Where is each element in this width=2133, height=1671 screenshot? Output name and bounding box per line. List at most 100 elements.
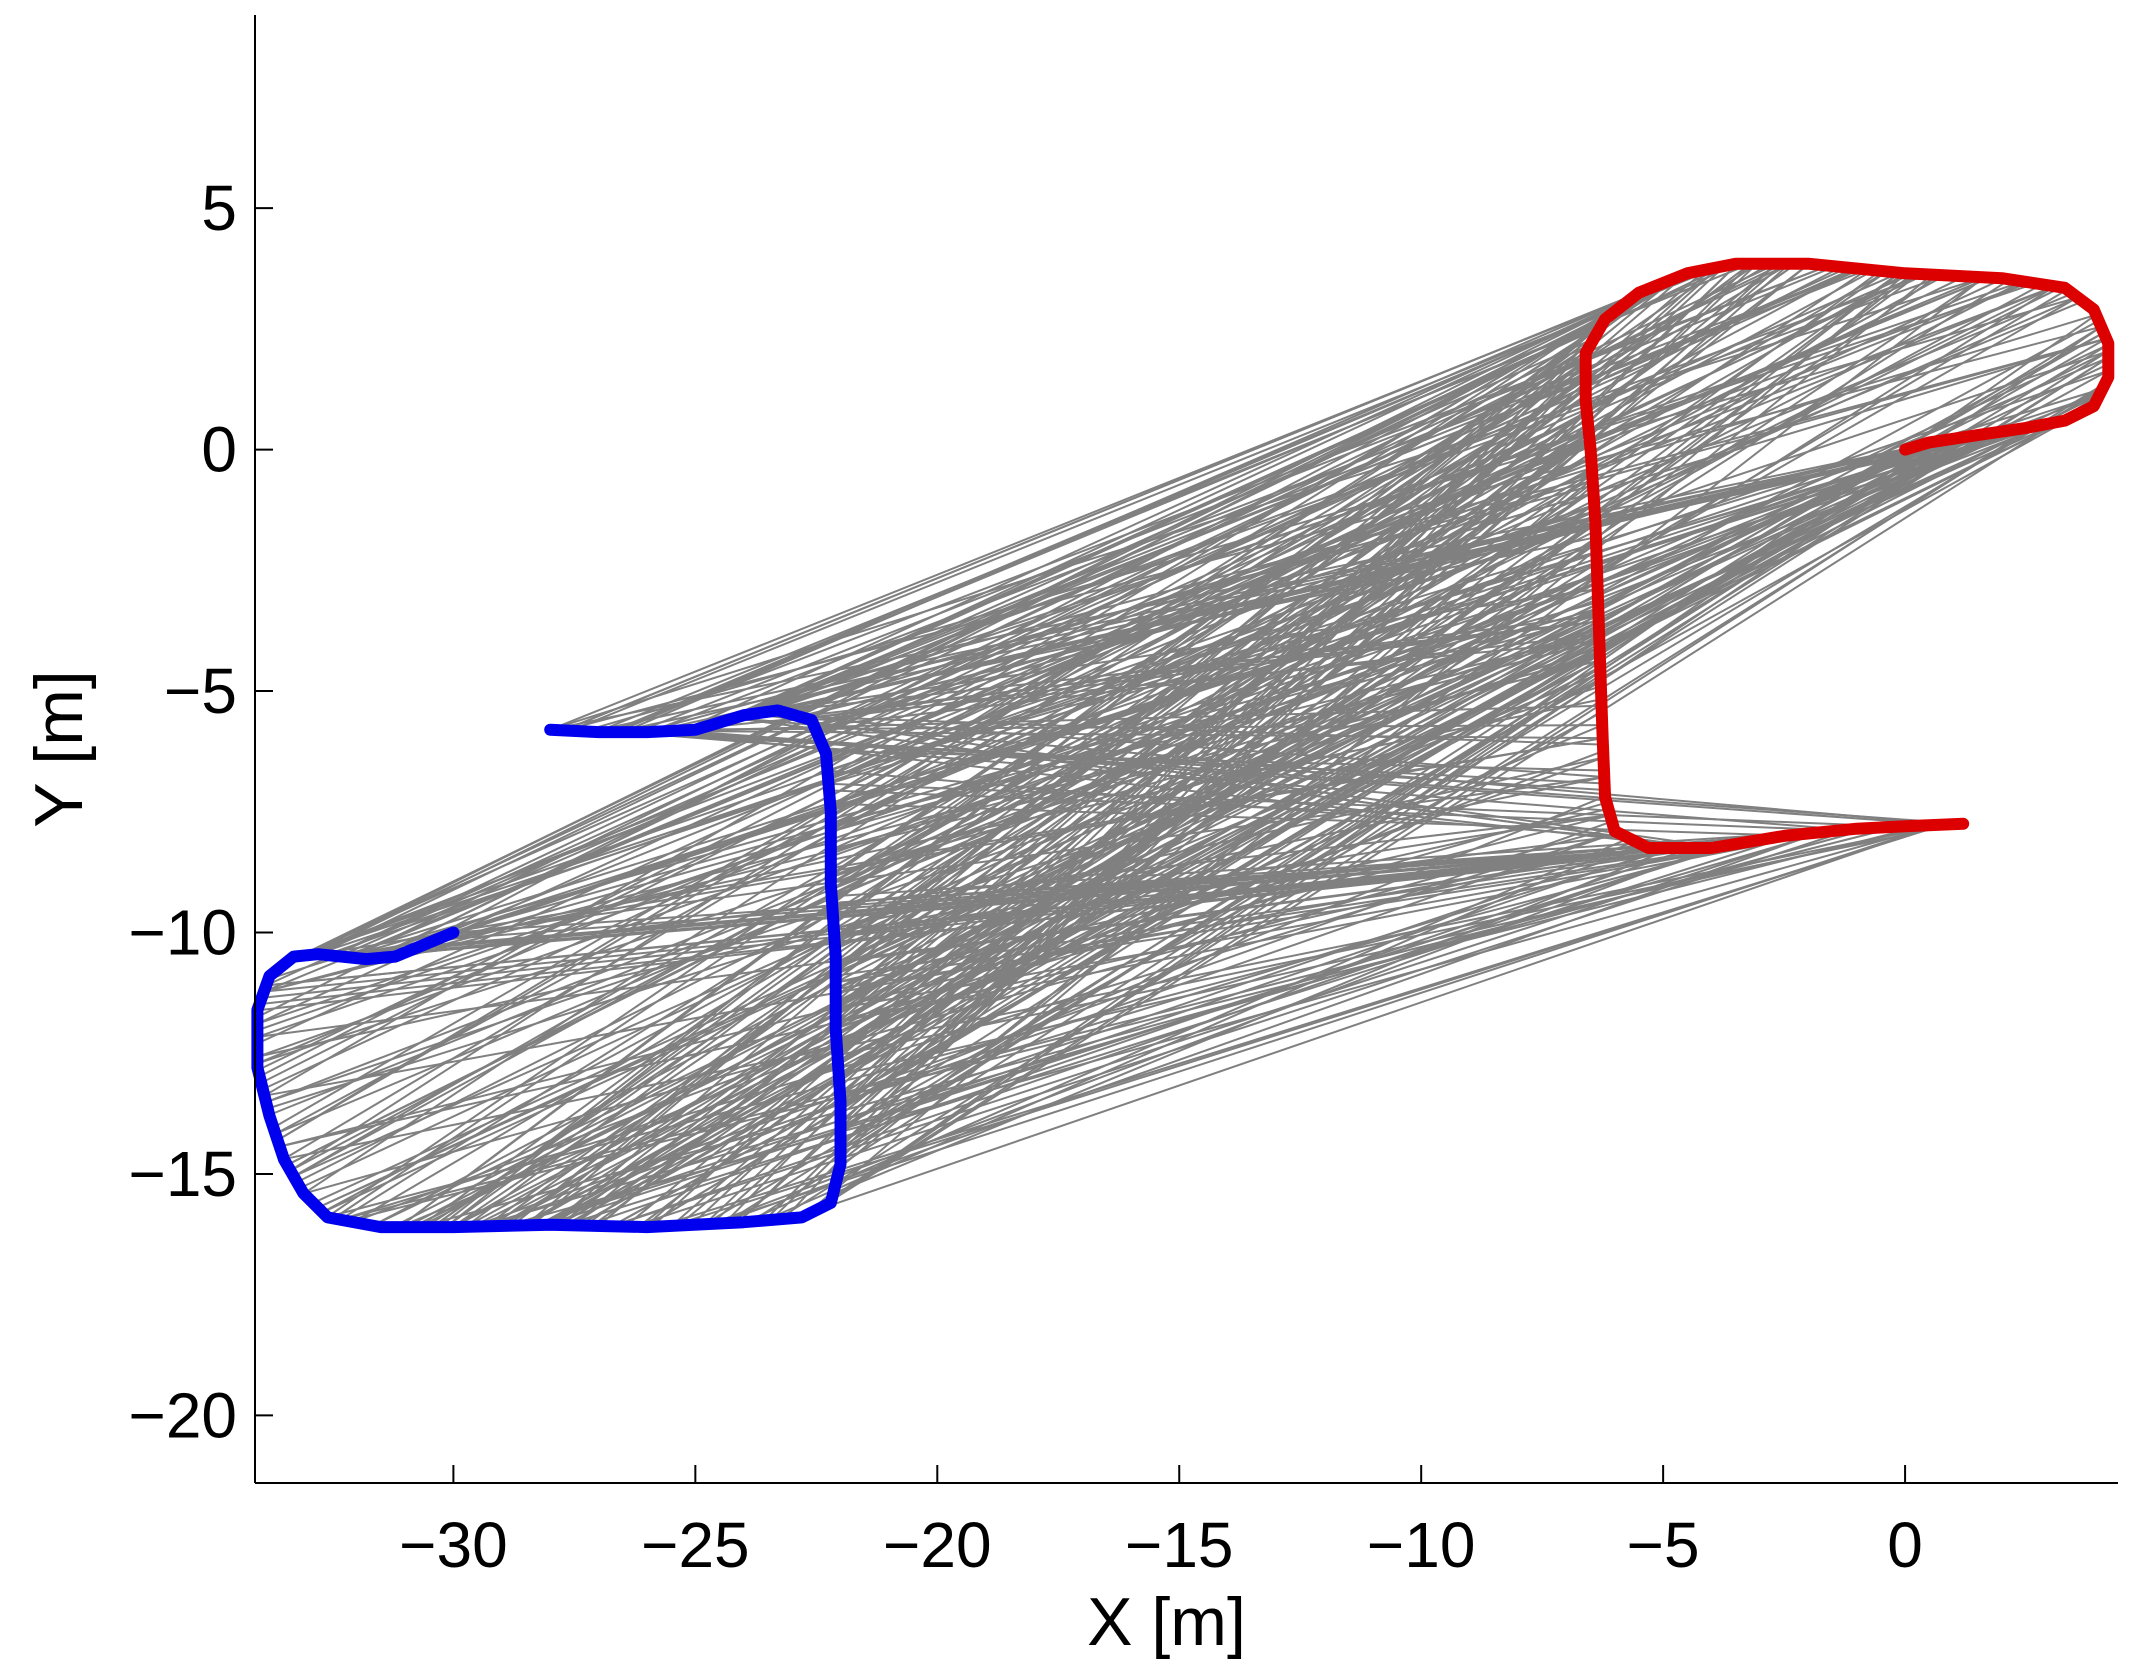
correspondence-line bbox=[649, 268, 1862, 733]
correspondence-line bbox=[259, 843, 1731, 1006]
correspondence-line bbox=[257, 847, 1699, 1038]
correspondence-line bbox=[332, 262, 1758, 1220]
correspondence-line bbox=[814, 633, 1600, 728]
correspondence-line bbox=[511, 277, 1676, 1227]
blue-trajectory-line bbox=[251, 704, 847, 1234]
correspondence-line bbox=[504, 523, 1597, 1227]
correspondence-line bbox=[840, 711, 1603, 1129]
correspondence-line bbox=[766, 435, 1969, 713]
correspondence-line bbox=[836, 285, 2056, 1057]
correspondence-line bbox=[298, 285, 2056, 958]
correspondence-line bbox=[839, 361, 1587, 1149]
correspondence-line bbox=[690, 265, 1726, 1226]
correspondence-line bbox=[292, 829, 1840, 959]
correspondence-line bbox=[445, 262, 1797, 1228]
y-tick-label: −5 bbox=[164, 655, 237, 727]
correspondence-line bbox=[531, 845, 1647, 1227]
correspondence-line bbox=[257, 435, 1969, 1032]
correspondence-line bbox=[303, 826, 1615, 1195]
correspondence-line bbox=[834, 430, 2002, 944]
correspondence-line bbox=[835, 807, 1609, 984]
x-tick-label: −15 bbox=[1125, 1509, 1234, 1581]
correspondence-line bbox=[624, 262, 1810, 1228]
correspondence-line bbox=[702, 419, 2065, 729]
x-tick-label: −5 bbox=[1627, 1509, 1700, 1581]
correspondence-line bbox=[538, 369, 2109, 1226]
correspondence-line bbox=[498, 288, 2068, 1227]
correspondence-line bbox=[798, 431, 1995, 718]
axes bbox=[254, 15, 2118, 1484]
correspondence-line bbox=[611, 846, 1718, 1228]
correspondence-line bbox=[840, 847, 1673, 1103]
correspondence-line bbox=[711, 823, 1938, 1225]
correspondence-line bbox=[724, 356, 2109, 1225]
correspondence-line bbox=[351, 262, 1784, 959]
correspondence-line bbox=[727, 326, 1601, 721]
correspondence-line bbox=[710, 262, 1791, 1225]
correspondence-line bbox=[550, 728, 1605, 785]
correspondence-line bbox=[723, 332, 1598, 1224]
y-tick-label: −15 bbox=[128, 1138, 237, 1210]
correspondence-line bbox=[717, 831, 1821, 1225]
correspondence-line bbox=[556, 729, 1603, 740]
correspondence-line bbox=[839, 665, 1601, 1156]
correspondence-line bbox=[831, 826, 1879, 898]
correspondence-line bbox=[835, 830, 1834, 1024]
correspondence-lines bbox=[256, 262, 2109, 1229]
correspondence-line bbox=[644, 267, 1713, 1228]
correspondence-line bbox=[257, 575, 1598, 1038]
x-tick-label: −30 bbox=[399, 1509, 508, 1581]
correspondence-line bbox=[830, 270, 1888, 884]
correspondence-line bbox=[293, 274, 1946, 1178]
correspondence-line bbox=[830, 432, 1989, 878]
correspondence-line bbox=[835, 834, 1789, 977]
correspondence-line bbox=[611, 831, 1821, 1228]
correspondence-line bbox=[710, 847, 1712, 1225]
correspondence-line bbox=[296, 529, 1597, 1184]
correspondence-line bbox=[777, 382, 2106, 1221]
x-tick-label: 0 bbox=[1887, 1509, 1923, 1581]
correspondence-line bbox=[815, 393, 2101, 1212]
trajectory-series bbox=[251, 257, 2115, 1234]
y-tick-label: −10 bbox=[128, 897, 237, 969]
y-axis-label: Y [m] bbox=[21, 670, 97, 827]
correspondence-line bbox=[325, 510, 1596, 956]
correspondence-line bbox=[268, 437, 1957, 1116]
correspondence-line bbox=[571, 276, 1985, 1227]
correspondence-line bbox=[839, 343, 1592, 1109]
correspondence-line bbox=[828, 431, 1995, 785]
correspondence-line bbox=[511, 374, 1587, 1227]
y-tick-label: −20 bbox=[128, 1379, 237, 1451]
correspondence-line bbox=[839, 350, 2109, 1143]
correspondence-line bbox=[569, 266, 1719, 732]
x-axis-label: X [m] bbox=[1087, 1584, 1246, 1660]
red-trajectory-line bbox=[1579, 257, 2115, 854]
correspondence-line bbox=[839, 276, 1985, 1163]
correspondence-line bbox=[331, 271, 1901, 957]
correspondence-line bbox=[816, 281, 2030, 734]
correspondence-line bbox=[637, 272, 1901, 1228]
correspondence-line bbox=[564, 430, 2002, 1226]
correspondence-line bbox=[405, 444, 1918, 1228]
correspondence-line bbox=[584, 270, 1881, 1227]
correspondence-line bbox=[311, 320, 1605, 956]
correspondence-line bbox=[827, 296, 1634, 779]
correspondence-line bbox=[839, 448, 1906, 1096]
correspondence-line bbox=[326, 838, 1763, 1218]
correspondence-line bbox=[584, 847, 1692, 1227]
correspondence-line bbox=[583, 296, 2078, 733]
correspondence-line bbox=[721, 265, 1836, 723]
correspondence-line bbox=[682, 277, 1676, 732]
correspondence-line bbox=[670, 262, 1784, 1227]
correspondence-line bbox=[840, 847, 1666, 1130]
correspondence-line bbox=[759, 268, 1862, 714]
correspondence-line bbox=[321, 283, 2043, 1214]
correspondence-line bbox=[372, 581, 1598, 1227]
correspondence-line bbox=[485, 831, 1618, 1228]
correspondence-line bbox=[835, 440, 1937, 971]
correspondence-line bbox=[744, 837, 1630, 1224]
correspondence-line bbox=[267, 685, 1602, 1110]
y-tick-label: 5 bbox=[201, 172, 237, 244]
correspondence-line bbox=[839, 325, 2102, 1103]
